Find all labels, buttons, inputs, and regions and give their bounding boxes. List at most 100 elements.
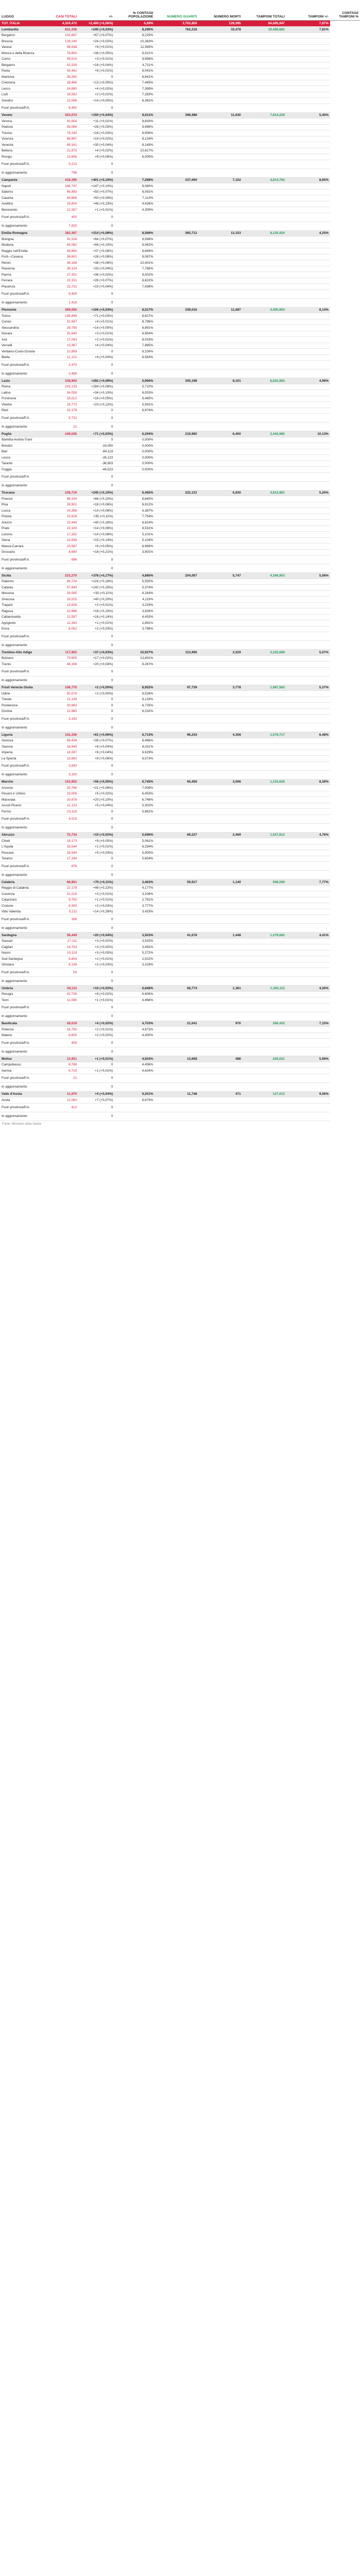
col-header-casi[interactable]: CASI TOTALI <box>38 0 78 21</box>
cell-incremento: 0 <box>78 290 114 299</box>
cell-tamponi <box>242 97 286 104</box>
cell-incremento: +36 (+0,05%) <box>78 50 114 57</box>
cell-contagi-tamponi <box>286 690 330 697</box>
cell-tamponi <box>242 738 286 744</box>
cell-guariti <box>155 68 199 74</box>
cell-morti <box>199 354 242 361</box>
cell-casi: 54 <box>38 968 78 977</box>
col-header-incremento[interactable]: +/- <box>78 0 114 21</box>
cell-percentuale: 5,101% <box>114 531 155 538</box>
col-header-percentuale[interactable]: % CONTAGI/ POPOLAZIONE <box>114 0 155 21</box>
table-row: Latina 34,058 +34 (+0,10%) 6,053% <box>0 389 360 396</box>
cell-casi: 18,592 <box>38 92 78 98</box>
cell-casi: 29,095 <box>38 590 78 597</box>
cell-percentuale: 8,531% <box>114 526 155 532</box>
col-header-morti[interactable]: NUMERO MORTI <box>199 0 242 21</box>
cell-casi: 29,765 <box>38 325 78 331</box>
cell-casi: 10,587 <box>38 543 78 550</box>
cell-tamponi <box>242 785 286 791</box>
cell-contagi-tamponi <box>286 1012 330 1021</box>
cell-percentuale: 8,641% <box>114 74 155 80</box>
table-row: Enna 8,062 +2 (+0,03%) 3,796% <box>0 626 360 632</box>
cell-tamponi <box>242 461 286 467</box>
cell-contagi-tamponi: 4,99% <box>286 378 330 384</box>
col-header-guariti[interactable]: NUMERO GUARITI <box>155 0 199 21</box>
cell-incremento: 0 <box>78 481 114 490</box>
cell-contagi-tamponi <box>286 336 330 343</box>
cell-percentuale: 3,777% <box>114 903 155 909</box>
cell-percentuale <box>114 564 155 573</box>
col-header-tamponi[interactable]: TAMPONI TOTALI <box>242 0 286 21</box>
cell-casi: 75,734 <box>38 832 78 838</box>
cell-casi: 3,486 <box>38 369 78 378</box>
cell-percentuale <box>114 213 155 222</box>
cell-incremento: 0 <box>78 714 114 723</box>
cell-tamponi <box>242 690 286 697</box>
cell-morti <box>199 738 242 744</box>
cell-casi <box>38 472 78 482</box>
cell-percentuale: 6,053% <box>114 389 155 396</box>
cell-percentuale: 4,177% <box>114 885 155 891</box>
cell-tamponi <box>242 708 286 715</box>
cell-luogo: Cremona <box>0 80 38 86</box>
cell-casi: 8,690 <box>38 549 78 555</box>
cell-incremento: 0 <box>78 1082 114 1092</box>
cell-contagi-tamponi <box>286 124 330 130</box>
cell-casi: 102,336 <box>38 732 78 738</box>
cell-contagi-tamponi <box>286 1074 330 1083</box>
col-header-tamponi-incr[interactable]: TAMPONI +/- <box>286 0 330 21</box>
cell-tamponi <box>242 1082 286 1092</box>
cell-guariti <box>155 461 199 467</box>
cell-morti <box>199 823 242 833</box>
cell-incremento: 0 <box>78 640 114 650</box>
cell-morti <box>199 743 242 750</box>
cell-tamponi <box>242 1012 286 1021</box>
cell-morti <box>199 608 242 615</box>
cell-incremento: 0 <box>78 472 114 482</box>
cell-contagi-tamponi <box>286 714 330 723</box>
table-row: In aggiornamento 7,925 0 <box>0 222 360 231</box>
table-row: Fuori provincia/P.A. 413 0 <box>0 1103 360 1112</box>
cell-percentuale: 5,550% <box>114 579 155 585</box>
cell-incremento: +28 (+0,03%) <box>78 124 114 130</box>
cell-percentuale <box>114 290 155 299</box>
table-row: Cremona 28,486 +13 (+0,05%) 7,445% <box>0 80 360 86</box>
cell-guariti <box>155 283 199 290</box>
cell-tamponi <box>242 791 286 797</box>
col-header-contagi-tamponi[interactable]: CONTAGI/ TAMPONI % <box>330 0 360 21</box>
cell-incremento: +21 (+0,06%) <box>78 785 114 791</box>
region-row: Calabria 69,961 +70 (+0,11%) 3,463% 59,917 1,… <box>0 879 360 886</box>
cell-guariti <box>155 976 199 986</box>
cell-tamponi <box>242 602 286 608</box>
cell-tamponi <box>242 62 286 69</box>
table-row: Reggio di Calabria 22,178 +49 (+0,22%) 4,17… <box>0 885 360 891</box>
cell-luogo: Parma <box>0 272 38 278</box>
cell-luogo: Macerata <box>0 796 38 803</box>
cell-tamponi <box>242 697 286 703</box>
cell-incremento: +5 (+0,04%) <box>78 803 114 809</box>
cell-tamponi <box>242 526 286 532</box>
cell-morti <box>199 564 242 573</box>
cell-guariti <box>155 1112 199 1121</box>
cell-guariti <box>155 336 199 343</box>
cell-luogo: In aggiornamento <box>0 723 38 732</box>
cell-luogo: Umbria <box>0 985 38 992</box>
cell-percentuale: 7,985% <box>114 343 155 349</box>
cell-luogo: In aggiornamento <box>0 823 38 833</box>
cell-morti <box>199 755 242 762</box>
cell-morti <box>199 348 242 355</box>
cell-incremento: 0 <box>78 1012 114 1021</box>
cell-morti <box>199 808 242 815</box>
cell-guariti <box>155 319 199 325</box>
table-row: Potenza 16,755 +2 (+0,01%) 4,673% <box>0 1026 360 1033</box>
table-row: Grosseto 8,690 +18 (+0,21%) 3,901% <box>0 549 360 555</box>
cell-casi: 10,178 <box>38 408 78 414</box>
cell-contagi-tamponi <box>286 195 330 201</box>
cell-guariti <box>155 755 199 762</box>
cell-morti <box>199 242 242 248</box>
region-row: Umbria 60,111 +10 (+0,02%) 6,848% 58,774 1,38… <box>0 985 360 992</box>
cell-luogo: Ascoli Piceno <box>0 803 38 809</box>
col-header-luogo[interactable]: LUOGO <box>0 0 38 21</box>
cell-guariti <box>155 738 199 744</box>
cell-guariti: 97,739 <box>155 685 199 691</box>
